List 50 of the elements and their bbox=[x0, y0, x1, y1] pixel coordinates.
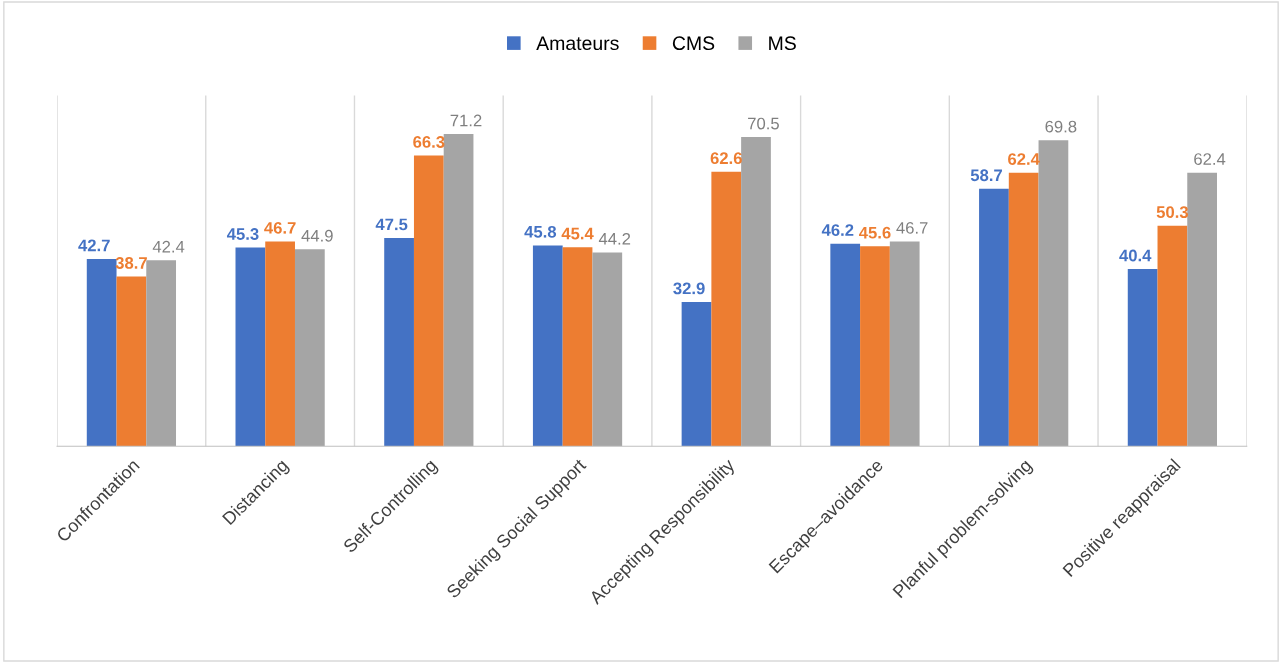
bar bbox=[562, 247, 593, 447]
data-label: 42.4 bbox=[152, 240, 185, 253]
data-label: 62.6 bbox=[710, 152, 742, 165]
bar bbox=[413, 155, 444, 447]
bar bbox=[384, 237, 414, 447]
bar bbox=[1038, 140, 1069, 447]
bar bbox=[592, 252, 623, 447]
bar bbox=[741, 137, 771, 447]
data-label: 69.8 bbox=[1045, 120, 1077, 133]
data-label: 50.3 bbox=[1156, 206, 1189, 219]
data-label: 45.6 bbox=[859, 226, 891, 239]
data-label: 40.4 bbox=[1119, 249, 1152, 262]
bar bbox=[1187, 172, 1217, 447]
data-label: 62.4 bbox=[1194, 153, 1226, 165]
bar bbox=[711, 171, 742, 447]
data-label: 58.7 bbox=[970, 169, 1002, 182]
data-label: 46.7 bbox=[896, 221, 928, 234]
data-label: 46.7 bbox=[264, 221, 296, 234]
bar bbox=[1008, 172, 1039, 447]
bar bbox=[265, 241, 295, 447]
data-label: 47.5 bbox=[375, 218, 408, 231]
bar bbox=[532, 245, 563, 447]
data-label: 45.8 bbox=[524, 225, 557, 238]
legend-label: MS bbox=[769, 36, 796, 51]
data-label: 44.2 bbox=[598, 232, 631, 245]
bar bbox=[443, 134, 474, 447]
data-label: 46.2 bbox=[821, 224, 854, 236]
data-label: 66.3 bbox=[413, 136, 445, 148]
bar bbox=[860, 246, 890, 447]
data-label: 32.9 bbox=[673, 282, 705, 295]
bar bbox=[830, 243, 861, 447]
bar bbox=[235, 247, 266, 447]
bar bbox=[116, 276, 147, 447]
data-label: 44.9 bbox=[301, 229, 333, 242]
data-label: 71.2 bbox=[450, 114, 482, 127]
bar bbox=[294, 249, 325, 447]
data-label: 45.4 bbox=[561, 227, 594, 240]
legend-label: CMS bbox=[672, 36, 715, 51]
data-label: 45.3 bbox=[226, 228, 259, 240]
bar bbox=[86, 259, 117, 447]
data-label: 62.4 bbox=[1008, 153, 1040, 165]
bar bbox=[889, 241, 920, 447]
bar bbox=[146, 260, 177, 447]
bar bbox=[1127, 269, 1158, 447]
bar bbox=[681, 301, 712, 447]
data-label: 42.7 bbox=[78, 239, 110, 252]
legend-label: Amateurs bbox=[536, 36, 619, 51]
data-label: 70.5 bbox=[748, 117, 779, 130]
bar bbox=[979, 188, 1009, 447]
bar bbox=[1157, 225, 1188, 447]
